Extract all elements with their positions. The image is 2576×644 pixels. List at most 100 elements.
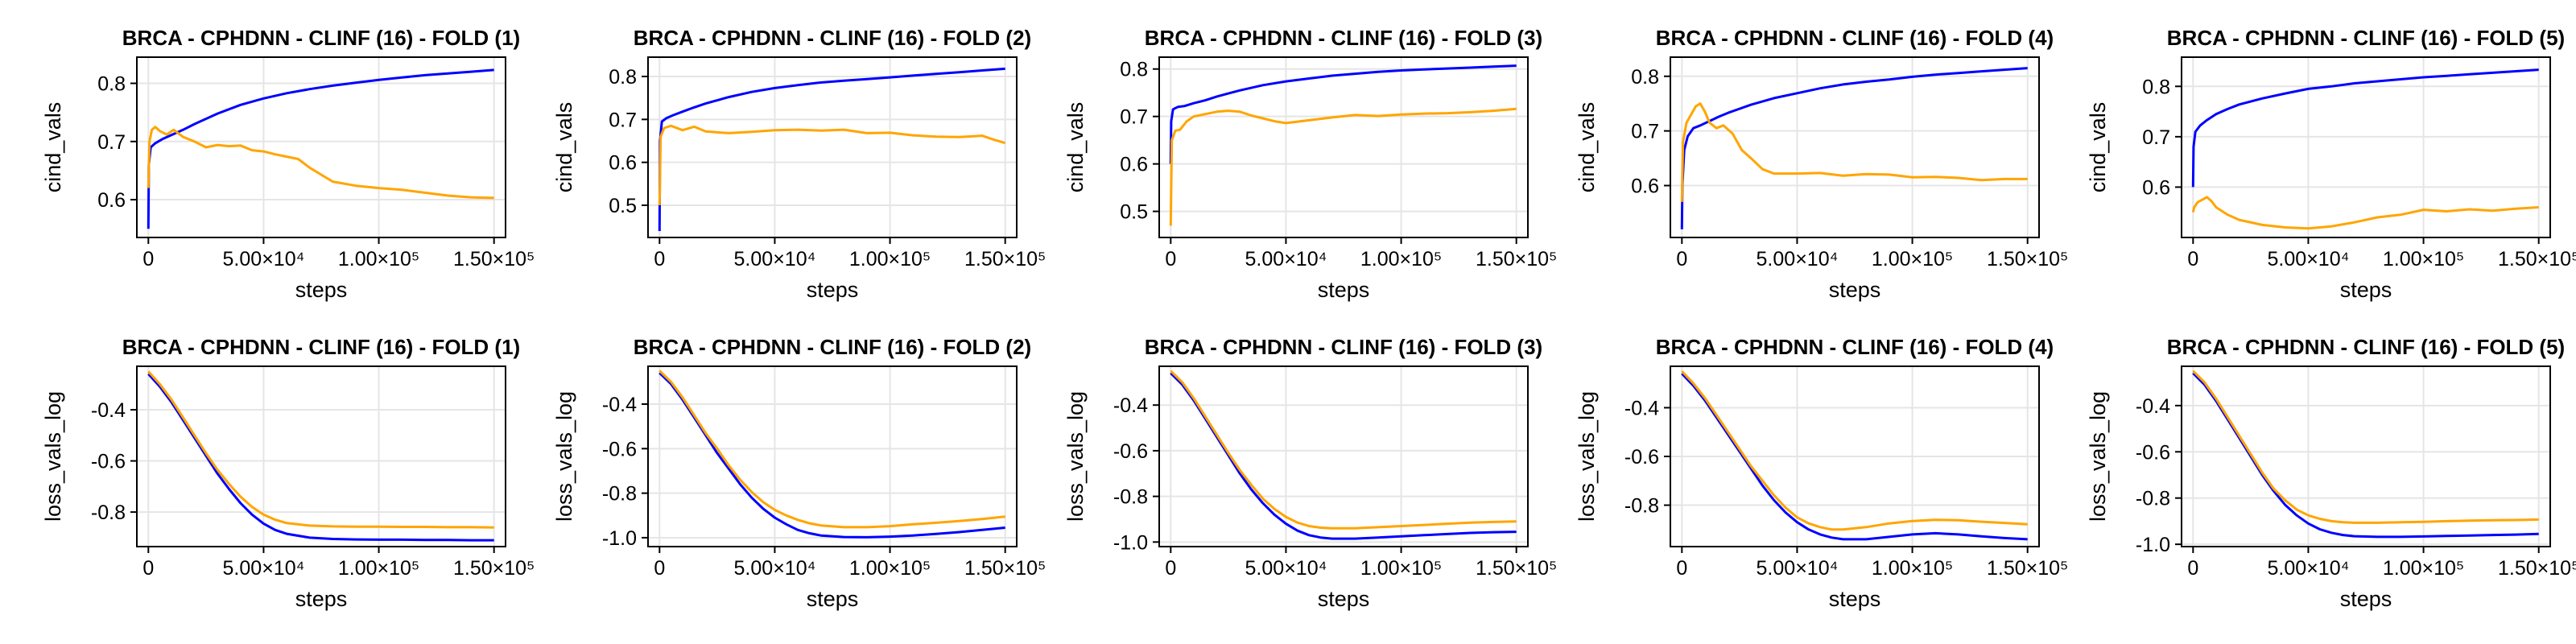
series-line-2: [2191, 196, 2539, 230]
x-tick-label: 5.00×10⁴: [1245, 557, 1327, 580]
x-axis-label: steps: [1318, 587, 1370, 611]
y-tick-label: -0.4: [2136, 395, 2170, 418]
y-tick-label: 0.6: [609, 152, 637, 175]
x-tick-label: 1.00×10⁵: [1360, 557, 1442, 580]
series-line-2: [658, 369, 1005, 529]
y-tick-label: -0.4: [1113, 394, 1148, 417]
chart-title: BRCA - CPHDNN - CLINF (16) - FOLD (4): [1656, 26, 2054, 50]
y-tick-label: 0.6: [1120, 154, 1148, 176]
y-tick-label: -1.0: [1113, 531, 1148, 554]
plot-frame: [1670, 56, 2040, 238]
series-line-1: [147, 68, 494, 229]
y-tick-label: 0.7: [97, 131, 126, 154]
plot-frame: [647, 56, 1018, 238]
series-line-1: [1170, 372, 1517, 540]
y-axis-label: loss_vals_log: [1063, 391, 1088, 522]
x-tick-label: 5.00×10⁴: [2268, 248, 2350, 270]
x-tick-label: 5.00×10⁴: [734, 557, 816, 580]
chart-title: BRCA - CPHDNN - CLINF (16) - FOLD (2): [634, 335, 1031, 359]
x-axis-label: steps: [807, 278, 859, 302]
series-line-1: [2191, 68, 2539, 188]
x-tick-label: 1.00×10⁵: [338, 557, 419, 580]
chart-title: BRCA - CPHDNN - CLINF (16) - FOLD (1): [122, 26, 520, 50]
x-tick-label: 0: [142, 248, 154, 270]
y-axis-label: cind_vals: [41, 102, 65, 193]
x-axis-label: steps: [807, 587, 859, 611]
x-tick-label: 1.50×10⁵: [964, 557, 1046, 580]
x-tick-label: 1.00×10⁵: [1872, 557, 1953, 580]
x-tick-label: 1.50×10⁵: [964, 248, 1046, 270]
series-line-2: [2192, 369, 2539, 524]
plot-frame: [136, 56, 506, 238]
y-axis-label: cind_vals: [1063, 102, 1088, 193]
y-tick-label: 0.8: [609, 66, 637, 89]
y-tick-label: -0.6: [1113, 440, 1148, 463]
y-tick-label: -0.4: [91, 399, 126, 422]
x-axis-label: steps: [295, 278, 348, 302]
y-tick-label: 0.7: [1631, 121, 1659, 143]
series-line-2: [147, 370, 494, 529]
x-axis-label: steps: [1829, 278, 1881, 302]
x-tick-label: 0: [142, 557, 154, 580]
x-tick-label: 5.00×10⁴: [734, 248, 816, 270]
chart-panel-5: BRCA - CPHDNN - CLINF (16) - FOLD (5) 0 5.…: [2086, 26, 2576, 302]
chart-title: BRCA - CPHDNN - CLINF (16) - FOLD (4): [1656, 335, 2054, 359]
x-tick-label: 1.50×10⁵: [2498, 248, 2576, 270]
x-tick-label: 1.50×10⁵: [1987, 248, 2068, 270]
x-tick-label: 1.00×10⁵: [849, 248, 931, 270]
y-tick-label: 0.7: [2142, 126, 2170, 149]
x-tick-label: 5.00×10⁴: [1757, 248, 1839, 270]
chart-panel-10: BRCA - CPHDNN - CLINF (16) - FOLD (5) 0 5.…: [2086, 335, 2576, 611]
series-line-1: [2192, 372, 2539, 539]
chart-panel-6: BRCA - CPHDNN - CLINF (16) - FOLD (1) 0 5.…: [41, 335, 535, 611]
x-tick-label: 1.00×10⁵: [2383, 248, 2464, 270]
y-tick-label: -0.6: [2136, 441, 2170, 464]
x-tick-label: 1.00×10⁵: [338, 248, 419, 270]
y-tick-label: -0.8: [91, 502, 126, 524]
x-axis-label: steps: [1318, 278, 1370, 302]
x-tick-label: 1.50×10⁵: [1476, 248, 1557, 270]
y-tick-label: -0.8: [1624, 495, 1659, 518]
plot-frame: [1158, 56, 1529, 238]
x-tick-label: 0: [654, 557, 665, 580]
y-tick-label: -0.4: [602, 394, 637, 416]
y-axis-label: loss_vals_log: [41, 391, 65, 522]
x-tick-label: 1.00×10⁵: [1872, 248, 1953, 270]
chart-panel-1: BRCA - CPHDNN - CLINF (16) - FOLD (1) 0 5.…: [41, 26, 535, 302]
series-line-2: [658, 124, 1006, 206]
y-axis-label: cind_vals: [2086, 102, 2110, 193]
x-tick-label: 0: [1165, 557, 1176, 580]
y-tick-label: 0.8: [97, 73, 126, 96]
series-line-1: [1169, 64, 1517, 164]
chart-panel-3: BRCA - CPHDNN - CLINF (16) - FOLD (3) 0 5.…: [1063, 26, 1557, 302]
x-axis-label: steps: [1829, 587, 1881, 611]
y-tick-label: 0.5: [1120, 201, 1148, 224]
chart-panel-2: BRCA - CPHDNN - CLINF (16) - FOLD (2) 0 5.…: [552, 26, 1046, 302]
plot-frame: [2181, 365, 2551, 547]
chart-panel-4: BRCA - CPHDNN - CLINF (16) - FOLD (4) 0 5.…: [1575, 26, 2068, 302]
series-line-2: [147, 126, 494, 200]
y-tick-label: -0.8: [2136, 488, 2170, 510]
series-line-1: [1681, 373, 2028, 541]
x-tick-label: 1.50×10⁵: [453, 557, 535, 580]
x-tick-label: 0: [654, 248, 665, 270]
x-tick-label: 1.00×10⁵: [2383, 557, 2464, 580]
y-tick-label: 0.8: [1631, 66, 1659, 89]
y-axis-label: loss_vals_log: [1575, 391, 1599, 522]
chart-panel-9: BRCA - CPHDNN - CLINF (16) - FOLD (4) 0 5.…: [1575, 335, 2068, 611]
y-tick-label: -0.6: [91, 451, 126, 473]
y-tick-label: 0.7: [1120, 106, 1148, 129]
x-tick-label: 0: [2187, 557, 2198, 580]
y-tick-label: 0.7: [609, 109, 637, 131]
x-tick-label: 0: [1676, 557, 1687, 580]
x-tick-label: 1.50×10⁵: [2498, 557, 2576, 580]
series-line-1: [1680, 67, 2028, 229]
y-tick-label: 0.6: [2142, 176, 2170, 199]
chart-title: BRCA - CPHDNN - CLINF (16) - FOLD (3): [1145, 335, 1542, 359]
x-tick-label: 1.00×10⁵: [849, 557, 931, 580]
plot-frame: [136, 365, 506, 547]
y-axis-label: cind_vals: [552, 102, 576, 193]
y-tick-label: -0.6: [602, 438, 637, 460]
y-tick-label: -0.6: [1624, 446, 1659, 469]
x-axis-label: steps: [2340, 278, 2392, 302]
